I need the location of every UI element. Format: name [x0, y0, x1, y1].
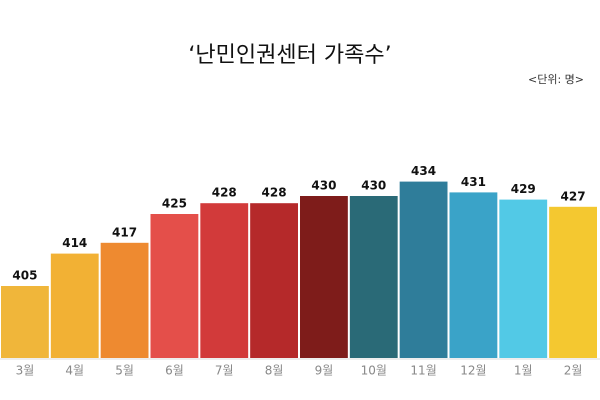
value-label: 417 — [112, 225, 137, 239]
value-label: 427 — [561, 189, 586, 203]
x-tick-label: 11월 — [410, 364, 436, 378]
unit-note: <단위: 명> — [528, 73, 584, 86]
bar — [1, 286, 49, 358]
x-tick-label: 8월 — [265, 364, 284, 378]
value-label: 431 — [461, 175, 486, 189]
bar — [200, 203, 249, 358]
bar — [300, 196, 348, 358]
chart-title: ‘난민인권센터 가족수’ — [188, 43, 391, 68]
x-tick-label: 4월 — [65, 364, 84, 378]
x-tick-label: 5월 — [115, 364, 134, 378]
value-label: 429 — [511, 182, 536, 196]
bar — [499, 199, 548, 358]
bar — [250, 203, 298, 358]
x-tick-label: 6월 — [165, 364, 184, 378]
bar — [399, 181, 448, 358]
bar — [349, 196, 398, 358]
bar — [100, 242, 149, 358]
bar — [150, 214, 199, 358]
x-tick-label: 10월 — [361, 364, 387, 378]
x-tick-label: 9월 — [315, 364, 334, 378]
value-label: 430 — [311, 179, 336, 193]
bar — [50, 253, 99, 358]
value-label: 414 — [62, 236, 87, 250]
x-tick-label: 2월 — [564, 364, 583, 378]
x-tick-label: 7월 — [215, 364, 234, 378]
x-tick-label: 3월 — [16, 364, 35, 378]
bar — [549, 206, 597, 358]
value-label: 405 — [12, 269, 37, 283]
value-label: 430 — [361, 179, 386, 193]
value-label: 428 — [212, 186, 237, 200]
bar — [449, 192, 498, 358]
x-tick-label: 1월 — [514, 364, 533, 378]
value-label: 434 — [411, 164, 436, 178]
value-label: 428 — [262, 186, 287, 200]
value-label: 425 — [162, 197, 187, 211]
x-tick-label: 12월 — [460, 364, 486, 378]
